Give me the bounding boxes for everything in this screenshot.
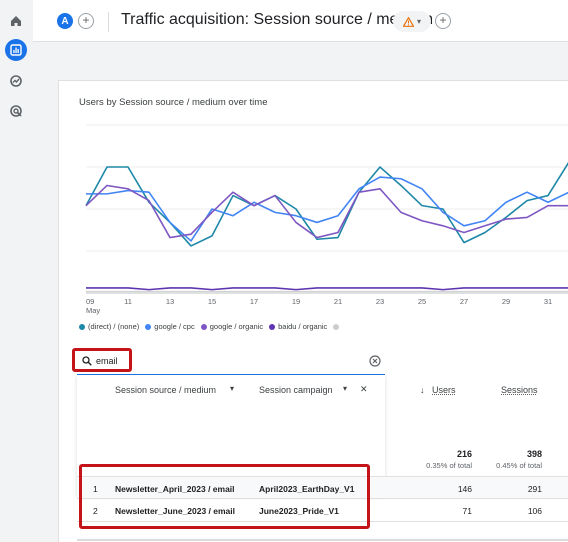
chevron-down-icon: ▾: [416, 17, 421, 26]
sort-arrow-icon[interactable]: ↓: [420, 385, 425, 395]
legend-item[interactable]: (direct) / (none): [79, 322, 139, 331]
x-tick-label: 25: [418, 297, 426, 306]
chart-legend: (direct) / (none) google / cpc google / or…: [79, 322, 340, 331]
total-sessions-pct: 0.45% of total: [496, 461, 542, 470]
series-line[interactable]: [85, 184, 568, 239]
home-icon[interactable]: [5, 10, 27, 32]
dimension-2-dropdown-icon[interactable]: ▾: [343, 384, 348, 393]
users-column-header[interactable]: Users: [432, 385, 456, 395]
search-highlight-annotation: [72, 348, 132, 372]
dimension-2-header[interactable]: Session campaign: [259, 385, 333, 395]
table-row[interactable]: 1 Newsletter_April_2023 / email April202…: [77, 476, 568, 499]
report-card: Users by Session source / medium over ti…: [58, 80, 568, 542]
series-line[interactable]: [85, 162, 568, 247]
add-comparison-button[interactable]: +: [78, 13, 94, 29]
row-sessions: 106: [527, 506, 542, 516]
legend-swatch: [333, 323, 340, 330]
chart-title: Users by Session source / medium over ti…: [79, 97, 268, 108]
legend-item[interactable]: google / cpc: [145, 322, 195, 331]
x-tick-label: 17: [250, 297, 258, 306]
row-campaign[interactable]: June2023_Pride_V1: [259, 506, 339, 516]
row-source-medium[interactable]: Newsletter_June_2023 / email: [115, 506, 236, 516]
legend-label: (direct) / (none): [88, 322, 140, 331]
remove-dimension-icon[interactable]: ✕: [360, 384, 368, 394]
series-line[interactable]: [86, 176, 568, 242]
legend-item[interactable]: baidu / organic: [269, 322, 327, 331]
total-users-pct: 0.35% of total: [426, 461, 472, 470]
data-quality-chip[interactable]: ▾: [393, 11, 431, 32]
row-campaign[interactable]: April2023_EarthDay_V1: [259, 484, 355, 494]
legend-label: google / organic: [209, 322, 264, 331]
header-divider: [108, 12, 109, 32]
reports-icon[interactable]: [5, 39, 27, 61]
x-tick-label: 27: [460, 297, 468, 306]
table-row[interactable]: 2 Newsletter_June_2023 / email June2023_…: [77, 499, 568, 522]
row-index: 2: [93, 506, 98, 516]
left-nav-rail: [0, 0, 33, 542]
search-icon: [82, 356, 92, 366]
x-tick-label: 29: [502, 297, 510, 306]
legend-swatch: [145, 323, 152, 330]
row-users: 71: [462, 506, 472, 516]
dimension-header-panel: Session source / medium ▾ Session campai…: [77, 375, 385, 495]
table-header: Session source / medium ▾ Session campai…: [77, 375, 567, 495]
total-users: 216: [456, 449, 472, 459]
series-line[interactable]: [86, 287, 568, 291]
x-tick-label: 31: [544, 297, 552, 306]
legend-swatch: [200, 323, 207, 330]
x-tick-label: 13: [166, 297, 174, 306]
sessions-column-header[interactable]: Sessions: [501, 385, 538, 395]
row-source-medium[interactable]: Newsletter_April_2023 / email: [115, 484, 235, 494]
rows-highlight-annotation: [79, 464, 370, 529]
legend-label: google / cpc: [154, 322, 195, 331]
page-title: Traffic acquisition: Session source / me…: [121, 11, 434, 28]
x-tick-label: 23: [376, 297, 384, 306]
x-tick-label: 19: [292, 297, 300, 306]
clear-search-icon[interactable]: [369, 355, 381, 367]
x-tick-label: 11: [124, 297, 132, 306]
legend-label: baidu / organic: [278, 322, 328, 331]
dimension-1-header[interactable]: Session source / medium: [115, 385, 217, 395]
x-tick-label: May: [86, 306, 100, 315]
dimension-1-dropdown-icon[interactable]: ▾: [230, 384, 235, 393]
row-sessions: 291: [527, 484, 542, 494]
search-input[interactable]: email: [96, 356, 118, 366]
x-tick-label: 15: [208, 297, 216, 306]
legend-item[interactable]: [333, 323, 340, 330]
legend-swatch: [79, 323, 85, 330]
warning-icon: [402, 16, 414, 27]
row-index: 1: [93, 484, 98, 494]
x-tick-label: 21: [334, 297, 342, 306]
comparison-avatar[interactable]: A: [57, 13, 73, 29]
explore-icon[interactable]: [5, 70, 27, 92]
total-sessions: 398: [526, 449, 542, 459]
advertising-icon[interactable]: [5, 100, 27, 122]
report-header: A + Traffic acquisition: Session source …: [33, 0, 568, 42]
x-tick-label: 09: [86, 297, 94, 306]
legend-swatch: [269, 323, 276, 330]
search-bar[interactable]: email: [77, 349, 385, 375]
legend-item[interactable]: google / organic: [200, 322, 264, 331]
table-bottom-border: [77, 539, 568, 541]
row-users: 146: [457, 484, 472, 494]
add-report-button[interactable]: +: [435, 13, 451, 29]
